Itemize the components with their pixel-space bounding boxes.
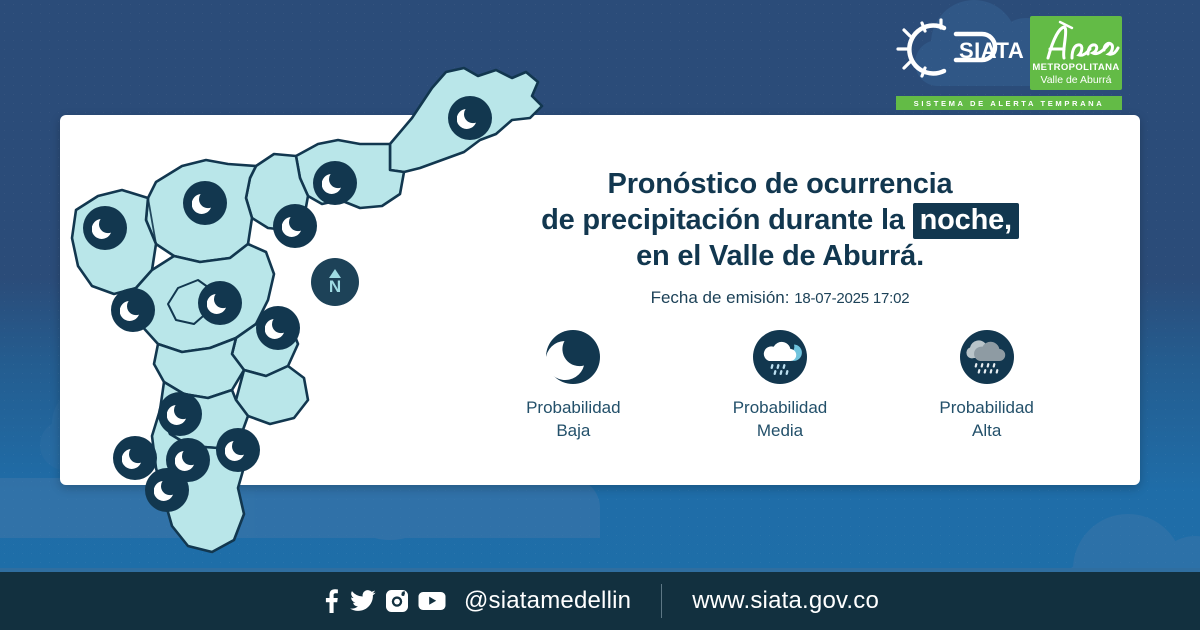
map-marker [113, 436, 157, 480]
map-marker [313, 161, 357, 205]
area-line-1: METROPOLITANA [1032, 62, 1120, 73]
legend-label-alta-line1: Probabilidad [939, 398, 1034, 417]
siata-tagline-text: SISTEMA DE ALERTA TEMPRANA [913, 98, 1105, 108]
map-marker [183, 181, 227, 225]
compass-needle [329, 269, 341, 278]
social-links [321, 589, 446, 613]
title-highlight-noche: noche, [912, 203, 1019, 239]
legend-label-alta-line2: Alta [971, 421, 1002, 440]
facebook-icon[interactable] [321, 589, 341, 613]
legend-item-baja: Probabilidad Baja [483, 330, 663, 442]
title-line-3: en el Valle de Aburrá. [636, 240, 924, 272]
compass-north-label: N [328, 277, 342, 296]
siata-wordmark: SIATA [959, 38, 1024, 63]
emission-label: Fecha de emisión: [650, 288, 790, 307]
siata-tagline-bar: SISTEMA DE ALERTA TEMPRANA [896, 96, 1122, 110]
legend-item-alta: Probabilidad Alta [897, 330, 1077, 442]
emission-value: 18-07-2025 17:02 [794, 290, 910, 307]
map-marker [145, 468, 189, 512]
area-metropolitana-logo: METROPOLITANA Valle de Aburrá [1030, 16, 1122, 90]
map-marker [216, 428, 260, 472]
footer-divider [661, 584, 663, 618]
twitter-icon[interactable] [349, 589, 376, 613]
probability-legend: Probabilidad Baja Proba [470, 330, 1090, 442]
map-marker [448, 96, 492, 140]
moon-icon [545, 330, 601, 384]
legend-label-baja-line1: Probabilidad [526, 398, 621, 417]
instagram-icon[interactable] [385, 589, 409, 613]
cloud-moon-rain-icon [752, 330, 807, 384]
siata-logo: SIATA [896, 18, 1024, 88]
valle-de-aburra-map: N [60, 48, 560, 568]
map-marker [158, 392, 202, 436]
cloud-heavy-rain-icon [959, 330, 1014, 384]
title-line-2: de precipitación durante la noche, [470, 202, 1090, 239]
compass-rose-icon: N [311, 258, 359, 306]
legend-label-baja-line2: Baja [556, 421, 591, 440]
area-script-mark [1030, 18, 1122, 64]
legend-item-media: Probabilidad Media [690, 330, 870, 442]
logo-group: SIATA METROPOLITANA Valle de Aburrá [896, 14, 1122, 110]
title-line-2-text: de precipitación durante la [541, 204, 905, 236]
map-marker [256, 306, 300, 350]
footer-accent-line [0, 568, 1200, 572]
map-marker [273, 204, 317, 248]
website-url[interactable]: www.siata.gov.co [692, 587, 880, 614]
area-line-2: Valle de Aburrá [1040, 74, 1112, 86]
legend-label-media-line2: Media [756, 421, 804, 440]
map-marker [111, 288, 155, 332]
social-handle[interactable]: @siatamedellin [463, 587, 632, 614]
youtube-icon[interactable] [418, 590, 446, 612]
map-marker [83, 206, 127, 250]
title-line-1: Pronóstico de ocurrencia [607, 168, 953, 200]
footer-bar: @siatamedellin www.siata.gov.co [0, 572, 1200, 630]
legend-label-media-line1: Probabilidad [732, 398, 828, 417]
map-marker [198, 281, 242, 325]
title-block: Pronóstico de ocurrencia de precipitació… [470, 166, 1090, 308]
emission-date: Fecha de emisión: 18-07-2025 17:02 [470, 288, 1090, 308]
